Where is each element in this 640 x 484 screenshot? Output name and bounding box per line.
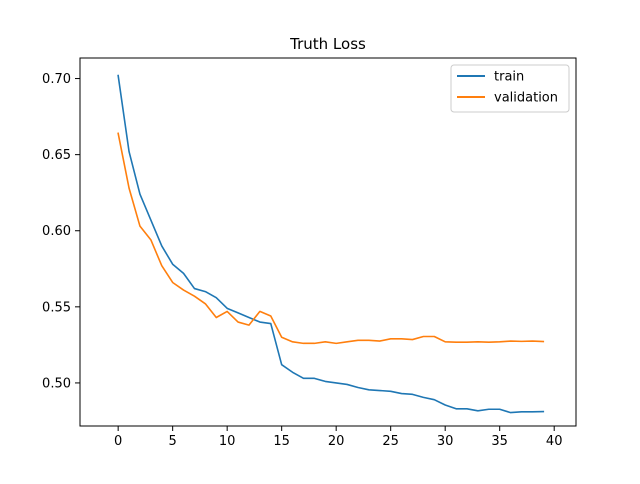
x-tick-label: 0: [114, 434, 122, 449]
plot-lines: [117, 74, 545, 414]
x-tick-label: 40: [546, 434, 563, 449]
x-tick-label: 5: [169, 434, 177, 449]
series-line-train: [117, 74, 545, 414]
legend-label-train: train: [494, 70, 524, 85]
y-tick-label: 0.60: [42, 224, 71, 239]
x-axis: 0 5 10 15 20 25 30 35 40: [114, 426, 562, 449]
legend-label-validation: validation: [494, 91, 558, 106]
x-tick-label: 10: [219, 434, 236, 449]
series-line-validation: [117, 132, 545, 345]
plot-frame: [79, 57, 577, 427]
y-axis: 0.50 0.55 0.60 0.65 0.70: [42, 72, 80, 391]
chart-title: Truth Loss: [289, 35, 366, 53]
y-tick-label: 0.50: [42, 376, 71, 391]
legend: train validation: [450, 64, 570, 113]
x-tick-label: 25: [382, 434, 399, 449]
y-tick-label: 0.65: [42, 148, 71, 163]
x-tick-label: 35: [491, 434, 508, 449]
y-tick-label: 0.70: [42, 72, 71, 87]
x-tick-label: 15: [273, 434, 290, 449]
x-tick-label: 20: [328, 434, 345, 449]
x-tick-label: 30: [437, 434, 454, 449]
y-tick-label: 0.55: [42, 300, 71, 315]
